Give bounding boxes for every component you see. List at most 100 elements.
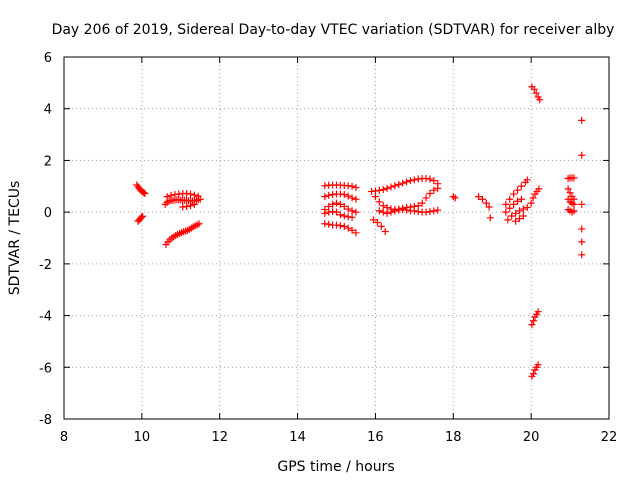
data-point [348, 213, 356, 221]
x-tick-label: 12 [211, 430, 228, 445]
data-point [190, 191, 198, 199]
data-point [532, 89, 540, 97]
data-point [475, 193, 483, 201]
data-point [534, 361, 542, 369]
data-point [344, 192, 352, 200]
data-point [369, 216, 377, 224]
x-tick-label: 22 [601, 430, 618, 445]
data-point [434, 206, 442, 214]
data-point [485, 203, 493, 211]
y-tick-label: 4 [44, 103, 52, 118]
data-point [578, 200, 586, 208]
data-point [336, 222, 344, 230]
data-point [375, 207, 383, 215]
data-point [512, 209, 520, 217]
data-point [515, 207, 523, 215]
data-point [422, 194, 430, 202]
data-point [527, 199, 535, 207]
data-point [482, 199, 490, 207]
data-point [344, 205, 352, 213]
data-point [141, 190, 149, 198]
data-point [340, 212, 348, 220]
data-point [333, 208, 340, 216]
grid-lines [64, 57, 609, 419]
chart-title: Day 206 of 2019, Sidereal Day-to-day VTE… [52, 22, 615, 38]
data-point [375, 186, 383, 194]
data-point [183, 202, 191, 210]
data-point [510, 200, 518, 208]
data-point [391, 207, 399, 215]
data-point [536, 96, 544, 104]
data-point [140, 189, 148, 197]
data-point [519, 212, 527, 220]
data-point [340, 191, 348, 199]
data-point [566, 189, 574, 197]
data-point [383, 203, 391, 211]
data-point [530, 85, 538, 93]
data-point [352, 229, 360, 237]
data-point [564, 185, 572, 193]
y-tick-label: 2 [44, 154, 52, 169]
x-tick-label: 16 [367, 430, 384, 445]
data-point [529, 370, 537, 378]
axis-ticks [63, 56, 610, 420]
data-point [187, 202, 195, 210]
y-tick-label: -8 [39, 413, 52, 428]
x-tick-label: 14 [289, 430, 306, 445]
data-point [523, 203, 531, 211]
data-point [190, 200, 198, 208]
data-point [187, 190, 195, 198]
data-point [529, 317, 537, 325]
data-point [434, 184, 442, 192]
data-point [137, 213, 145, 221]
data-point [325, 220, 333, 228]
data-point [578, 238, 586, 246]
data-point [167, 191, 175, 199]
data-point [410, 207, 418, 215]
data-point [321, 209, 329, 217]
data-point [512, 217, 520, 225]
data-point [348, 194, 356, 202]
data-point [195, 220, 203, 228]
data-point [403, 178, 411, 186]
data-point [426, 190, 434, 198]
data-point [515, 215, 523, 223]
data-point [529, 194, 537, 202]
data-point [528, 321, 536, 329]
data-point [578, 151, 586, 159]
x-axis-tick-labels: 8 10 12 14 16 18 20 22 [60, 430, 617, 445]
y-tick-label: 6 [44, 51, 52, 66]
data-point [535, 185, 543, 193]
data-point [506, 204, 514, 212]
x-tick-label: 10 [134, 430, 151, 445]
data-point [391, 182, 399, 190]
data-point [430, 186, 438, 194]
data-point [406, 177, 414, 185]
x-tick-label: 18 [445, 430, 462, 445]
data-point [375, 198, 383, 206]
data-point [377, 222, 385, 230]
data-point [570, 207, 578, 215]
data-point [352, 195, 360, 203]
data-point [514, 186, 522, 194]
data-point [578, 251, 586, 259]
data-point [325, 191, 333, 199]
data-point [506, 195, 514, 203]
data-point [517, 195, 525, 203]
data-point [523, 176, 531, 184]
data-point [333, 199, 340, 207]
data-point [534, 308, 542, 316]
data-point [336, 200, 344, 208]
data-point [414, 202, 422, 210]
data-point [139, 212, 147, 220]
data-point [510, 190, 518, 198]
y-tick-label: -2 [39, 258, 52, 273]
data-point [336, 211, 344, 219]
data-point [348, 182, 356, 190]
data-point [430, 177, 438, 185]
y-axis-tick-labels: -8 -6 -4 -2 0 2 4 6 [39, 51, 52, 428]
data-point [502, 200, 510, 208]
data-point [387, 183, 395, 191]
data-point [508, 212, 516, 220]
